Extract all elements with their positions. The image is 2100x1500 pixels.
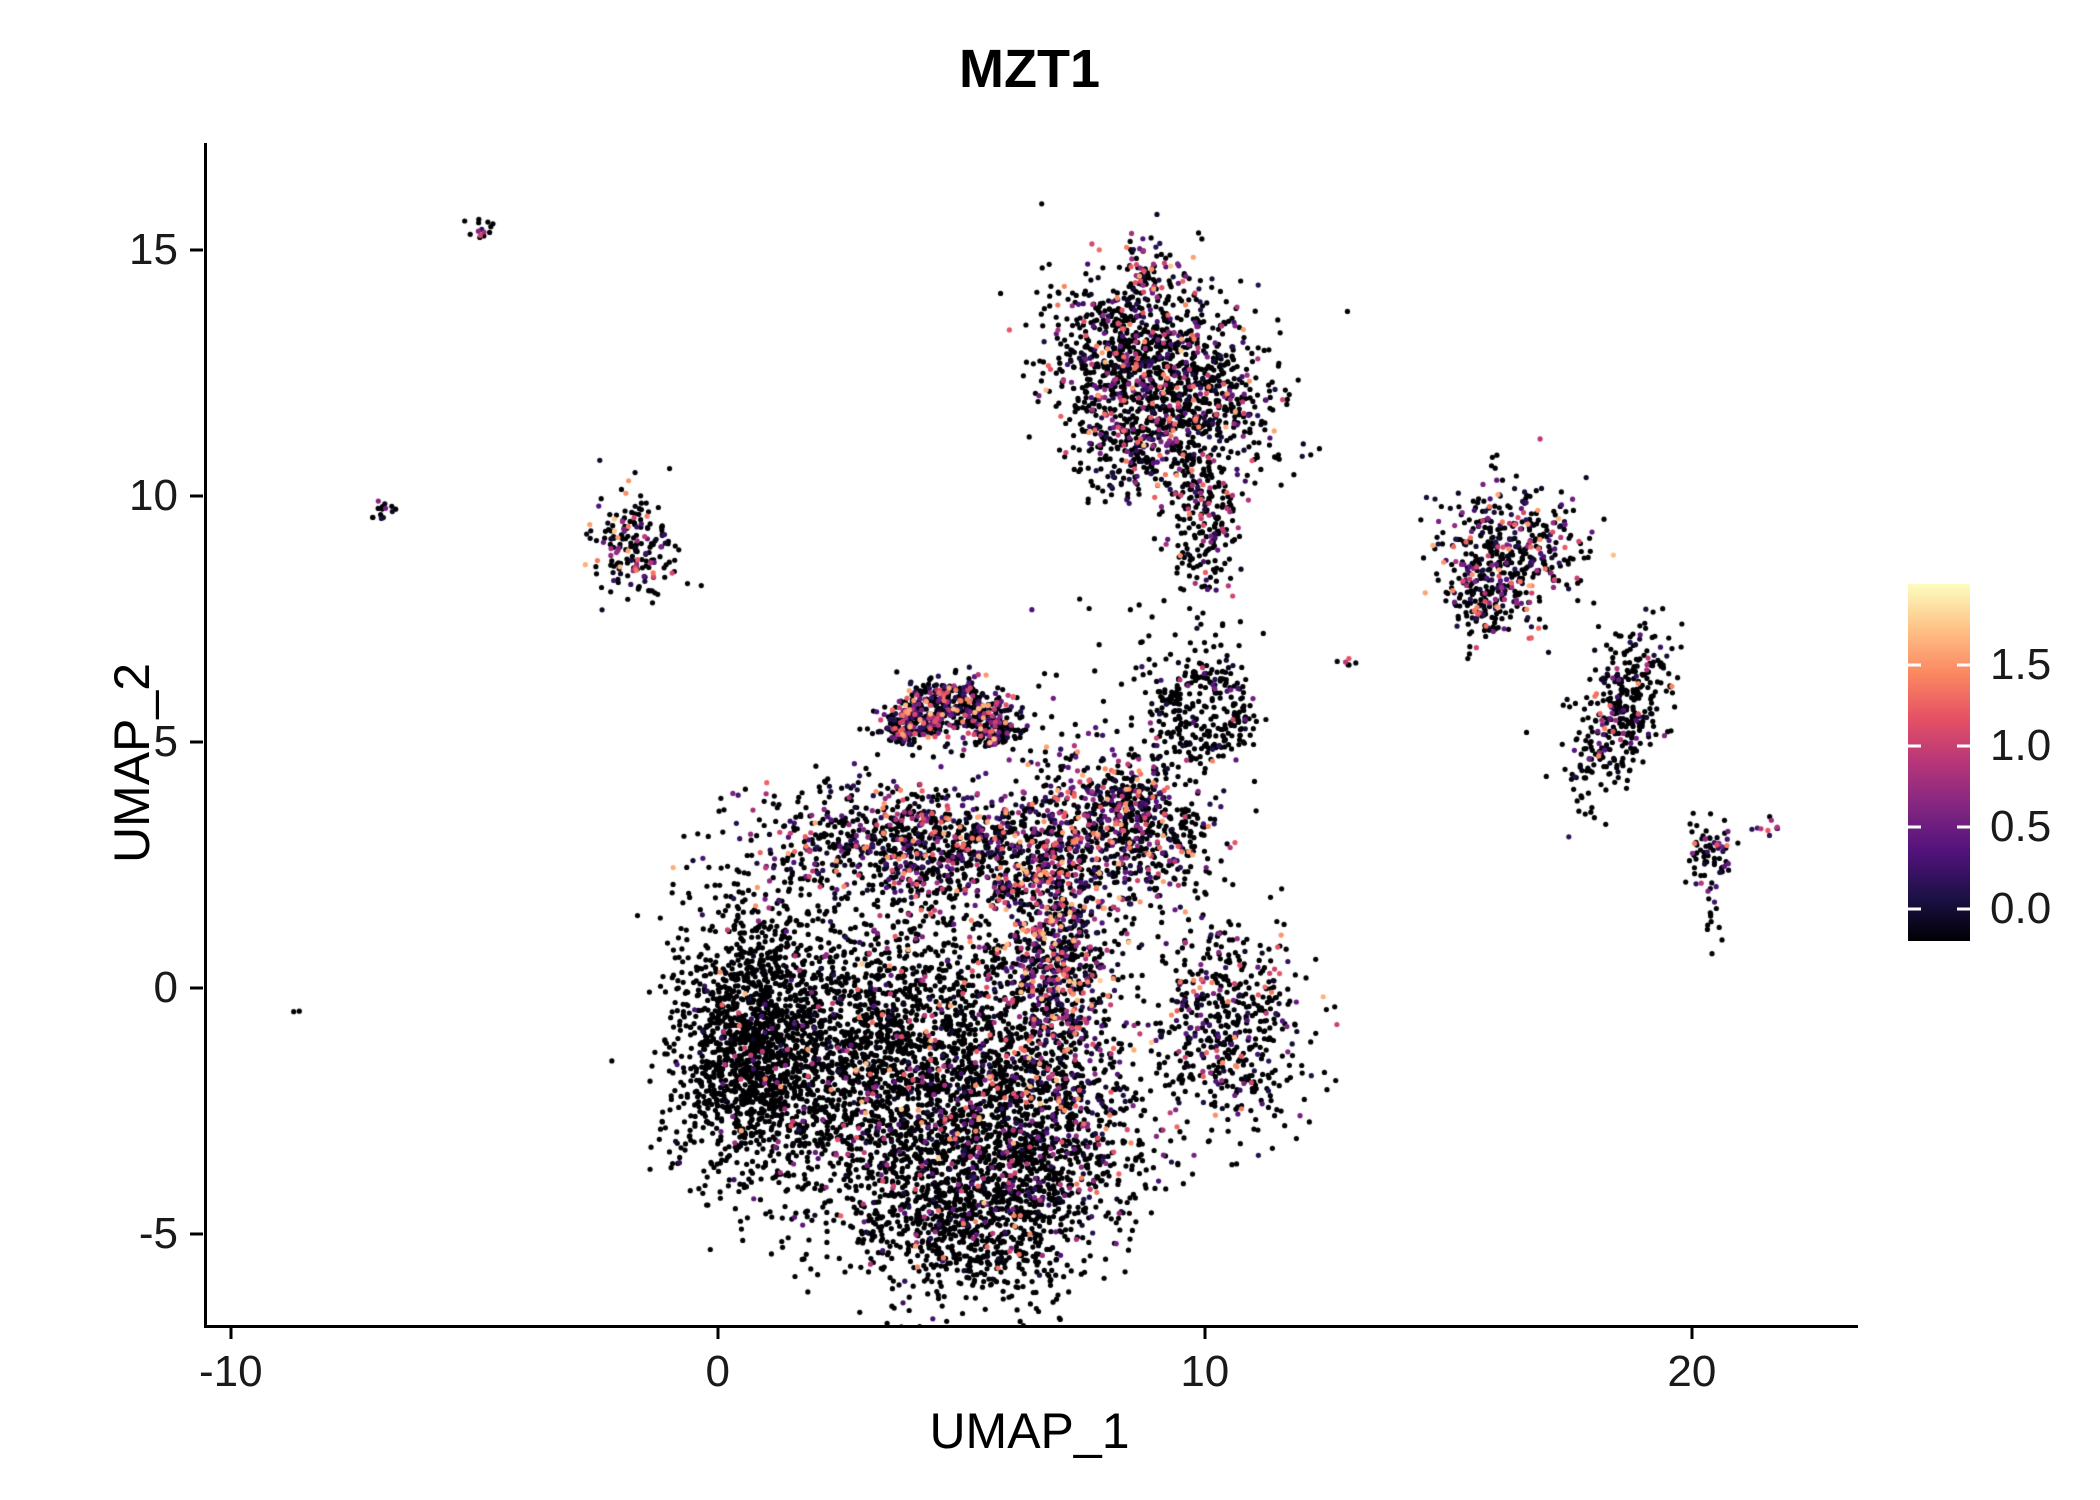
x-tick-mark bbox=[1203, 1326, 1207, 1339]
colorbar-tick-mark bbox=[1957, 907, 1970, 911]
colorbar-tick-mark bbox=[1957, 663, 1970, 667]
y-tick-mark bbox=[190, 986, 203, 990]
y-tick-label: 0 bbox=[153, 962, 178, 1012]
colorbar-tick-label: 0.5 bbox=[1990, 802, 2052, 852]
colorbar-tick-mark bbox=[1908, 825, 1921, 829]
x-tick-mark bbox=[1690, 1326, 1694, 1339]
scatter-plot-canvas bbox=[207, 143, 1858, 1325]
y-tick-label: -5 bbox=[138, 1208, 178, 1258]
y-tick-mark bbox=[190, 494, 203, 498]
x-axis-label: UMAP_1 bbox=[929, 1403, 1130, 1459]
colorbar-tick-label: 0.0 bbox=[1990, 883, 2052, 933]
colorbar-tick-mark bbox=[1908, 907, 1921, 911]
plot-title: MZT1 bbox=[959, 39, 1100, 99]
y-axis-label: UMAP_2 bbox=[104, 662, 160, 864]
x-tick-label: -10 bbox=[198, 1347, 263, 1396]
colorbar-tick-mark bbox=[1908, 663, 1921, 667]
y-tick-label: 15 bbox=[129, 224, 178, 274]
x-tick-label: 10 bbox=[1180, 1347, 1230, 1396]
colorbar-tick-mark bbox=[1957, 744, 1970, 748]
colorbar-tick-label: 1.5 bbox=[1990, 640, 2052, 690]
y-tick-mark bbox=[190, 1232, 203, 1236]
y-tick-label: 10 bbox=[129, 470, 178, 520]
x-tick-mark bbox=[716, 1326, 720, 1339]
y-tick-mark bbox=[190, 740, 203, 744]
colorbar-tick-label: 1.0 bbox=[1990, 721, 2052, 771]
expression-colorbar bbox=[1908, 584, 1970, 941]
plot-panel bbox=[204, 143, 1858, 1328]
x-tick-label: 0 bbox=[705, 1347, 731, 1396]
colorbar-tick-mark bbox=[1957, 825, 1970, 829]
x-tick-mark bbox=[229, 1326, 233, 1339]
y-tick-label: 5 bbox=[153, 716, 178, 766]
y-tick-mark bbox=[190, 248, 203, 252]
x-tick-label: 20 bbox=[1667, 1347, 1717, 1396]
colorbar-tick-mark bbox=[1908, 744, 1921, 748]
